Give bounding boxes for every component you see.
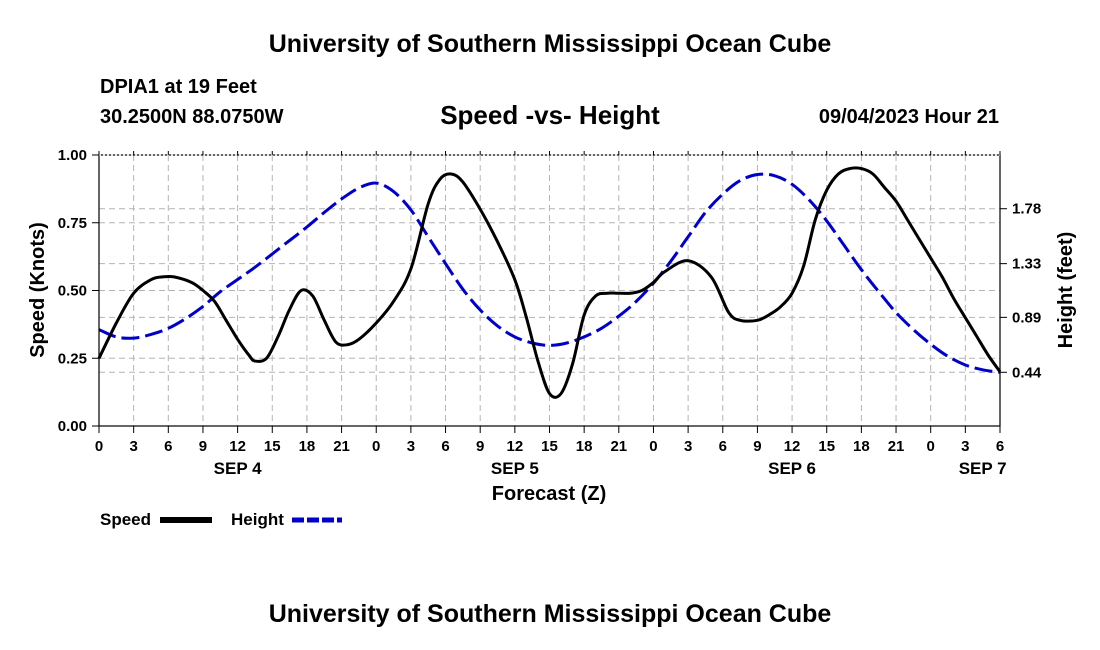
x-tick-label: 15 [818,438,835,455]
x-axis-title: Forecast (Z) [492,483,606,505]
x-tick-label: 18 [576,438,593,455]
y-tick-label: 0.25 [58,350,87,367]
x-tick-label: 0 [927,438,935,455]
y-tick-label: 0.50 [58,283,87,300]
x-tick-label: 0 [372,438,380,455]
x-tick-label: 12 [229,438,246,455]
x-tick-label: 15 [264,438,281,455]
y2-tick-label: 0.89 [1012,309,1041,326]
x-tick-label: 15 [541,438,558,455]
coordinates-label: 30.2500N 88.0750W [100,106,284,128]
date-label: SEP 6 [768,459,816,478]
x-tick-label: 6 [441,438,449,455]
forecast-datestamp: 09/04/2023 Hour 21 [818,106,999,128]
legend-height-label: Height [231,510,284,529]
y-tick-label: 0.00 [58,418,87,435]
x-tick-label: 6 [719,438,727,455]
x-tick-label: 6 [164,438,172,455]
legend-speed-label: Speed [100,510,152,529]
y2-tick-label: 1.33 [1012,256,1041,273]
x-tick-label: 9 [753,438,761,455]
x-tick-label: 3 [684,438,692,455]
x-tick-label: 9 [199,438,207,455]
y-axis-title: Speed (Knots) [27,222,49,358]
y-tick-label: 0.75 [58,215,87,232]
date-label: SEP 7 [959,459,1007,478]
footer-title: University of Southern Mississippi Ocean… [268,600,832,628]
date-label: SEP 4 [214,459,262,478]
y2-axis-title: Height (feet) [1055,232,1077,349]
x-tick-label: 18 [853,438,870,455]
speed-series-line [97,166,1002,399]
x-tick-label: 3 [129,438,137,455]
x-tick-label: 6 [996,438,1004,455]
chart-title: Speed -vs- Height [440,100,660,130]
y2-tick-label: 1.78 [1012,201,1041,218]
x-tick-label: 21 [333,438,350,455]
height-series-line [98,172,1001,374]
x-tick-label: 0 [649,438,657,455]
x-tick-label: 0 [95,438,103,455]
x-tick-label: 21 [610,438,627,455]
station-label: DPIA1 at 19 Feet [100,76,257,98]
x-tick-label: 3 [961,438,969,455]
y2-tick-label: 0.44 [1012,364,1042,381]
x-tick-label: 21 [888,438,905,455]
x-tick-label: 3 [407,438,415,455]
page-title: University of Southern Mississippi Ocean… [268,30,832,58]
y-tick-label: 1.00 [58,147,87,164]
x-tick-label: 18 [299,438,316,455]
date-label: SEP 5 [491,459,539,478]
x-tick-label: 12 [507,438,524,455]
x-tick-label: 9 [476,438,484,455]
x-tick-label: 12 [784,438,801,455]
